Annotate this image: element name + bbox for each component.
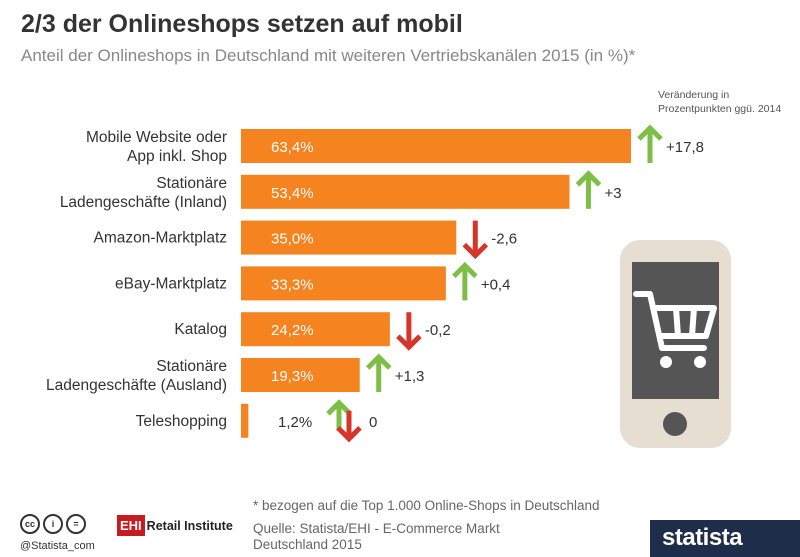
bar: [241, 312, 390, 347]
category-label: Amazon-Marktplatz: [93, 230, 227, 247]
bar: [241, 129, 631, 163]
category-label: Katalog: [174, 321, 227, 338]
value-label: 63,4%: [271, 139, 314, 156]
change-label: +1,3: [395, 368, 425, 385]
cc-icon: cc: [20, 514, 40, 534]
statista-logo[interactable]: statista: [650, 520, 800, 557]
change-label: +17,8: [666, 139, 704, 156]
license-icons: cc i =: [20, 514, 86, 534]
value-label: 33,3%: [271, 276, 314, 293]
arrow-down-icon: [396, 312, 422, 351]
change-header-line1: Veränderung in: [658, 89, 730, 101]
phone-cart-icon: [620, 240, 731, 448]
nd-icon: =: [66, 514, 86, 534]
change-label: -2,6: [491, 231, 517, 248]
source-line1: Quelle: Statista/EHI - E-Commerce Markt: [253, 521, 500, 536]
value-label: 35,0%: [271, 231, 314, 248]
source: Quelle: Statista/EHI - E-Commerce Markt …: [253, 521, 500, 553]
change-header: Veränderung in Prozentpunkten ggü. 2014: [658, 88, 781, 116]
value-label: 53,4%: [271, 185, 314, 202]
category-label: eBay-Marktplatz: [115, 275, 227, 292]
change-label: +3: [604, 185, 621, 202]
change-label: +0,4: [481, 276, 511, 293]
ehi-box: EHI: [117, 515, 145, 536]
ehi-text: Retail Institute: [146, 518, 233, 533]
arrow-up-icon: [365, 353, 392, 392]
value-label: 1,2%: [278, 414, 312, 431]
change-label: 0: [369, 414, 377, 431]
arrow-up-icon: [575, 170, 602, 209]
bar: [241, 403, 249, 438]
bar: [241, 266, 446, 301]
bar: [241, 358, 360, 392]
bar: [241, 174, 570, 209]
chart-title: 2/3 der Onlineshops setzen auf mobil: [21, 10, 463, 38]
chart-subtitle: Anteil der Onlineshops in Deutschland mi…: [21, 46, 636, 65]
bar-chart: Mobile Website oder App inkl. Shop 63,4% +1…: [46, 124, 704, 443]
bar: [241, 220, 457, 255]
ehi-logo: EHI Retail Institute: [117, 515, 233, 536]
footnote: * bezogen auf die Top 1.000 Online-Shops…: [253, 498, 600, 513]
value-label: 24,2%: [271, 322, 314, 339]
category-label: Mobile Website oder App inkl. Shop: [86, 129, 227, 165]
category-label: Stationäre Ladengeschäfte (Inland): [60, 175, 227, 211]
category-label: Teleshopping: [136, 413, 227, 430]
category-label: Stationäre Ladengeschäfte (Ausland): [46, 358, 227, 394]
arrow-up-icon: [326, 399, 352, 431]
change-header-line2: Prozentpunkten ggü. 2014: [658, 103, 782, 115]
credit: @Statista_com: [20, 540, 95, 552]
arrow-up-icon: [637, 124, 663, 163]
source-line2: Deutschland 2015: [253, 537, 362, 552]
arrow-up-icon: [452, 261, 478, 301]
arrow-down-icon: [462, 220, 489, 260]
by-icon: i: [43, 514, 63, 534]
statista-brand: statista: [662, 524, 743, 551]
arrow-down-icon: [336, 410, 362, 443]
value-label: 19,3%: [271, 368, 314, 385]
change-label: -0,2: [425, 322, 451, 339]
